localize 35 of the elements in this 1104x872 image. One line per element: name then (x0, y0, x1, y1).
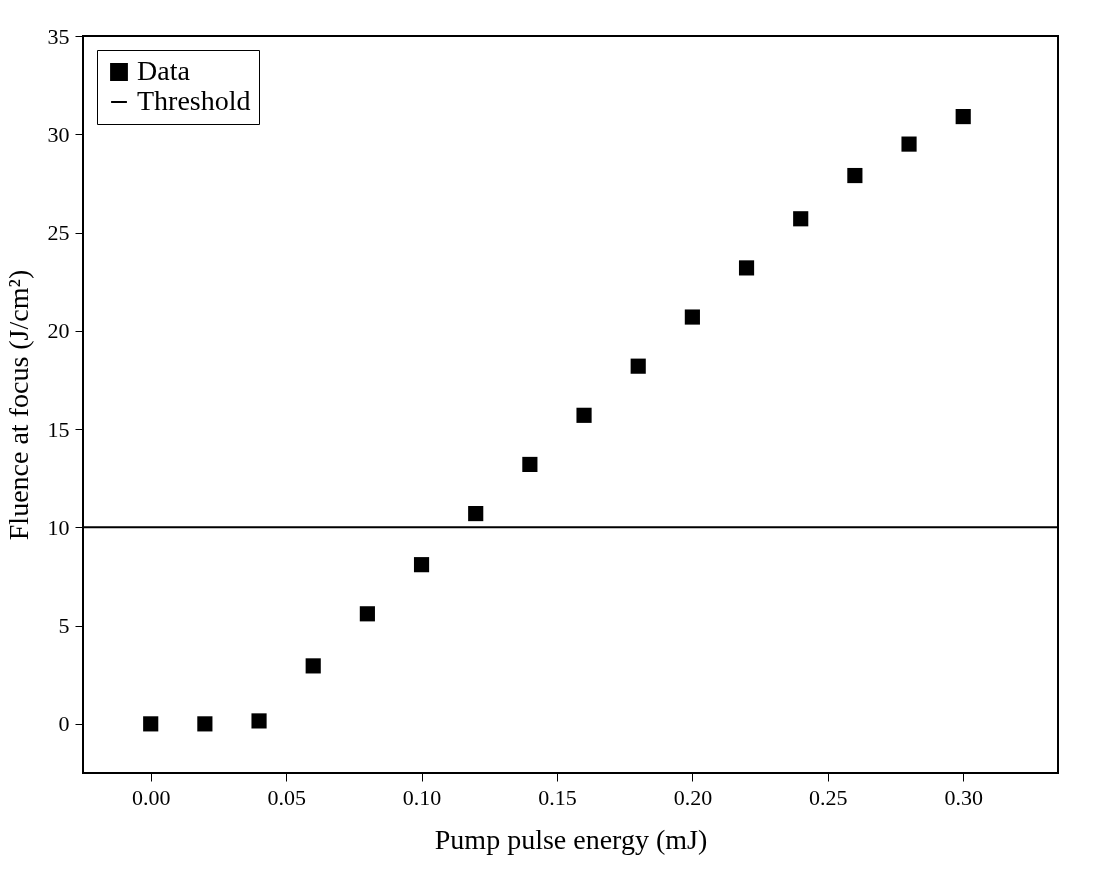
point (413, 557, 430, 573)
point (901, 136, 917, 152)
y-tick-label: 30 (47, 121, 70, 147)
point (359, 606, 375, 622)
point (955, 109, 971, 125)
x-tick-label: 0.20 (673, 784, 713, 810)
point (522, 456, 538, 473)
y-tick-label: 5 (58, 613, 70, 639)
point (793, 211, 809, 227)
y-tick-label: 25 (47, 220, 70, 246)
point (738, 260, 755, 276)
x-tick-label: 0.15 (538, 784, 577, 810)
point (305, 658, 321, 674)
y-tick-label: 20 (47, 318, 70, 344)
y-axis-title: Fluence at focus (J/cm²) (2, 269, 34, 541)
y-tick-label: 15 (47, 416, 70, 442)
point (576, 407, 592, 423)
y-tick-label: 0 (58, 711, 70, 737)
point (143, 716, 159, 732)
x-tick-label: 0.25 (809, 784, 848, 810)
legend-label: Threshold (137, 85, 251, 116)
point (251, 713, 267, 729)
y-tick-label: 35 (47, 23, 70, 49)
point (630, 358, 646, 374)
y-tick-label: 10 (47, 514, 70, 540)
legend-label: Data (137, 55, 191, 86)
x-tick-label: 0.10 (402, 784, 442, 810)
point (847, 167, 863, 184)
x-tick-label: 0.00 (131, 784, 171, 810)
point (684, 309, 700, 325)
point (468, 505, 484, 522)
x-tick-label: 0.05 (267, 784, 306, 810)
point (197, 716, 213, 732)
x-axis-title: Pump pulse energy (mJ) (434, 823, 708, 855)
x-tick-label: 0.30 (944, 784, 983, 810)
